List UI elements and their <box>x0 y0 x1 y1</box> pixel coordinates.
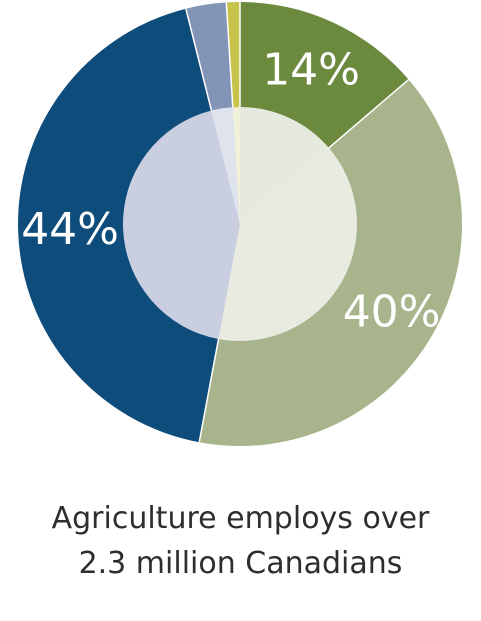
inner-slice-1 <box>218 147 357 342</box>
slice-label-1: 40% <box>343 287 441 338</box>
slice-label-2: 44% <box>21 204 119 255</box>
inner-slice-4 <box>232 107 240 224</box>
inner-slice-2 <box>122 110 240 340</box>
inner-slice-0 <box>240 107 329 224</box>
inner-slice-3 <box>211 107 240 224</box>
inner-ring <box>122 107 357 342</box>
caption-line-1: Agriculture employs over <box>51 501 430 536</box>
caption-line-2: 2.3 million Canadians <box>78 546 403 581</box>
chart-caption: Agriculture employs over 2.3 million Can… <box>0 496 481 586</box>
slice-labels: 14% 40% 44% <box>21 45 440 338</box>
slice-label-0: 14% <box>262 45 360 96</box>
donut-chart: 14% 40% 44% <box>18 1 463 447</box>
